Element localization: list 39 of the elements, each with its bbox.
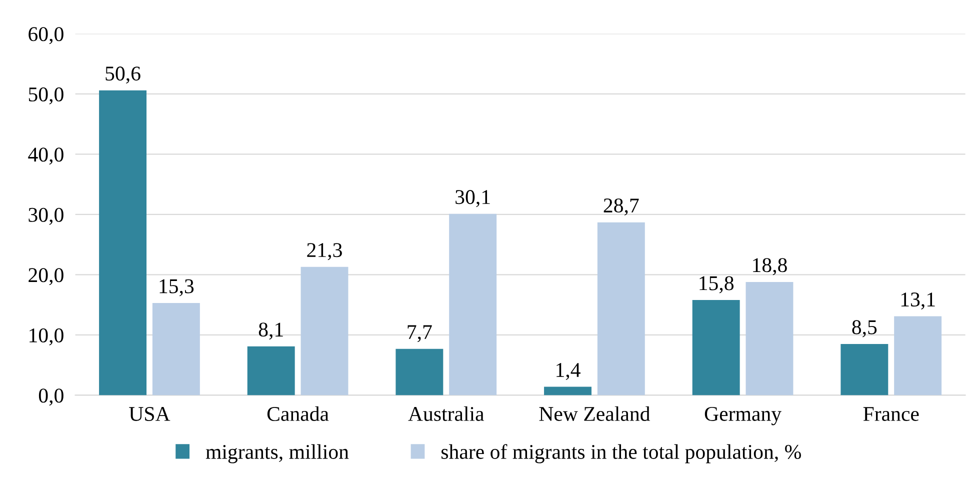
data-label: 15,8 [700, 276, 734, 294]
y-tick-label: 20,0 [28, 268, 64, 286]
y-tick-label: 10,0 [30, 328, 64, 346]
bar [300, 266, 348, 396]
data-label: 30,1 [456, 190, 490, 208]
x-tick-label: USA [129, 407, 170, 422]
data-label: 21,3 [307, 243, 342, 260]
y-tick-label: 40,0 [28, 148, 64, 165]
data-label: 13,1 [901, 292, 935, 310]
bar [396, 348, 444, 396]
x-tick-label: France [863, 407, 919, 422]
bar [544, 386, 592, 396]
data-label: 28,7 [604, 198, 639, 216]
y-tick-label: 60,0 [28, 27, 64, 44]
data-label: 15,3 [160, 279, 194, 296]
x-tick-label: New Zealand [539, 406, 650, 422]
bar [894, 316, 942, 396]
data-label: 1,4 [556, 363, 580, 380]
bar [692, 300, 740, 396]
bar [746, 282, 794, 396]
x-tick-label: Canada [267, 406, 329, 422]
x-tick-label: Germany [704, 406, 782, 426]
x-tick-label: Australia [408, 406, 484, 422]
data-label: 8,1 [258, 322, 283, 340]
bar [840, 344, 888, 396]
legend-label: migrants, million [206, 444, 349, 464]
bar [597, 222, 645, 396]
bar [247, 346, 295, 396]
data-label: 7,7 [408, 325, 432, 342]
data-label: 8,5 [852, 320, 877, 338]
bar [99, 90, 147, 396]
data-label: 50,6 [106, 66, 140, 84]
data-label: 18,8 [753, 258, 787, 276]
y-tick-label: 0,0 [38, 388, 64, 406]
y-tick-label: 50,0 [28, 87, 64, 104]
bar [152, 303, 200, 396]
bar [449, 214, 497, 396]
y-tick-label: 30,0 [28, 208, 64, 225]
legend-label: share of migrants in the total population, % [442, 444, 801, 464]
